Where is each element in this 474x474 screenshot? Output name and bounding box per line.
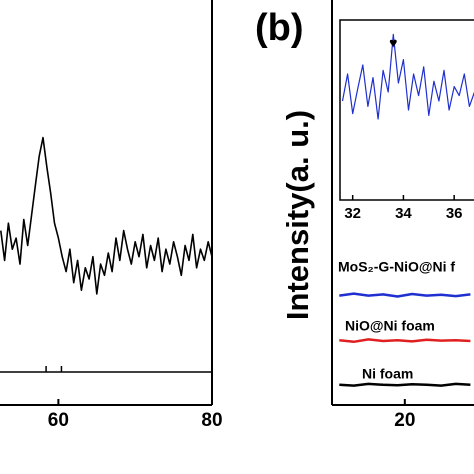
inset-frame xyxy=(339,19,474,201)
data-line xyxy=(339,338,471,344)
series-label: Ni foam xyxy=(362,366,413,382)
series-label: NiO@Ni foam xyxy=(345,318,435,334)
series-label: MoS₂-G-NiO@Ni f xyxy=(338,259,455,275)
y-axis-label: Intensity(a. u.) xyxy=(280,110,315,320)
x-tick-label: 80 xyxy=(201,410,222,431)
data-line xyxy=(339,292,471,298)
annotation: ♥ xyxy=(389,34,397,50)
panel-label: (b) xyxy=(255,7,304,49)
data-line xyxy=(341,33,474,120)
data-line xyxy=(339,382,471,387)
x-tick-label: 20 xyxy=(394,410,415,431)
x-tick-label: 34 xyxy=(395,205,412,222)
data-line xyxy=(0,136,213,295)
x-tick-label: 36 xyxy=(446,205,463,222)
x-tick-label: 32 xyxy=(344,205,361,222)
x-tick-label: 60 xyxy=(48,410,69,431)
